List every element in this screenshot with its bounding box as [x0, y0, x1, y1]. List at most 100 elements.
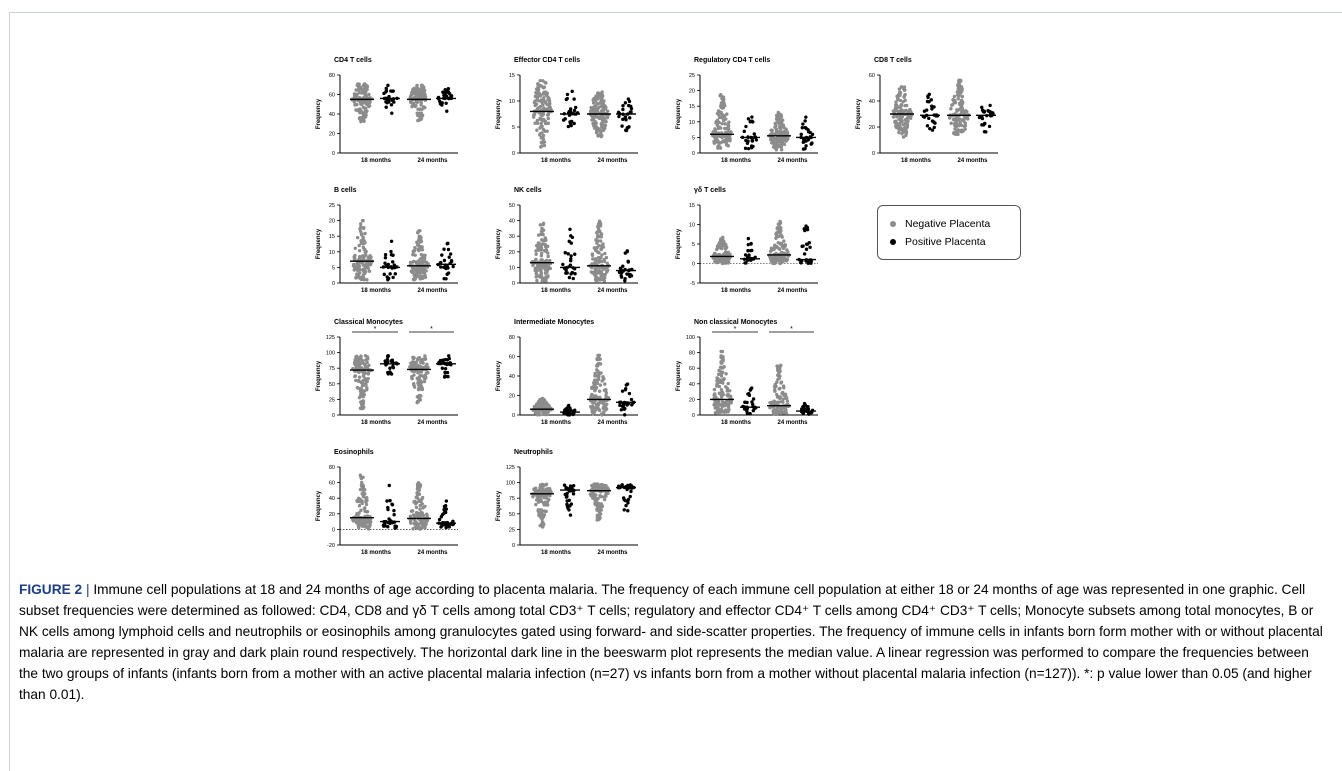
point-negative: [594, 385, 599, 390]
point-negative: [894, 124, 898, 128]
point-negative: [774, 231, 778, 236]
y-tick-label: 100: [506, 481, 515, 487]
point-positive: [803, 403, 808, 407]
y-tick-label: 0: [512, 151, 515, 157]
y-tick-label: 20: [509, 394, 515, 400]
point-negative: [714, 140, 719, 144]
point-negative: [604, 105, 608, 110]
point-negative: [545, 113, 550, 117]
point-negative: [357, 271, 362, 275]
point-negative: [716, 405, 720, 409]
point-negative: [725, 386, 730, 391]
point-negative: [417, 498, 421, 503]
point-negative: [589, 106, 593, 110]
point-positive: [750, 139, 755, 143]
point-negative: [768, 137, 773, 142]
point-negative: [356, 370, 360, 374]
point-positive: [804, 115, 808, 119]
point-negative: [357, 375, 362, 379]
point-negative: [596, 356, 601, 360]
point-positive: [629, 489, 633, 494]
point-positive: [567, 275, 572, 280]
point-negative: [768, 406, 772, 410]
point-negative: [719, 238, 723, 243]
point-negative: [360, 389, 365, 393]
point-positive: [922, 115, 927, 119]
point-negative: [421, 270, 425, 275]
point-negative: [598, 221, 602, 226]
point-negative: [546, 121, 551, 125]
point-negative: [723, 246, 728, 250]
point-negative: [359, 406, 364, 411]
significance-marker: *: [790, 326, 793, 333]
point-negative: [960, 111, 965, 115]
point-negative: [359, 386, 363, 391]
point-negative: [605, 115, 610, 120]
point-negative: [420, 248, 425, 252]
y-tick-label: 0: [512, 543, 515, 549]
y-tick-label: 0: [512, 413, 515, 419]
point-negative: [352, 268, 356, 272]
x-tick-label: 24 months: [957, 158, 988, 164]
point-negative: [545, 102, 549, 107]
point-negative: [590, 253, 595, 258]
point-negative: [533, 121, 537, 125]
point-negative: [597, 269, 601, 273]
point-negative: [412, 278, 417, 282]
point-negative: [599, 486, 604, 490]
y-axis-label: Frequency: [496, 360, 502, 391]
point-negative: [542, 143, 547, 148]
point-negative: [540, 100, 544, 105]
y-tick-label: 25: [329, 203, 335, 209]
point-positive: [745, 409, 749, 414]
point-negative: [716, 109, 721, 113]
point-negative: [771, 411, 776, 416]
point-negative: [603, 382, 607, 386]
point-negative: [720, 112, 725, 117]
point-negative: [599, 256, 603, 260]
y-axis-label: Frequency: [496, 98, 502, 129]
point-negative: [602, 259, 607, 263]
point-negative: [417, 111, 422, 115]
point-positive: [445, 264, 449, 269]
point-negative: [538, 495, 542, 499]
point-negative: [600, 96, 604, 100]
point-negative: [353, 253, 357, 258]
point-negative: [723, 122, 727, 126]
point-positive: [444, 525, 448, 530]
point-positive: [443, 366, 448, 371]
point-positive: [750, 386, 754, 390]
point-positive: [621, 264, 625, 268]
point-positive: [565, 502, 569, 507]
point-negative: [423, 273, 427, 277]
point-negative: [542, 86, 546, 90]
point-negative: [776, 120, 780, 124]
point-negative: [541, 221, 546, 225]
point-positive: [804, 242, 809, 246]
point-negative: [411, 356, 416, 361]
point-negative: [417, 274, 422, 279]
point-negative: [769, 259, 774, 264]
point-positive: [568, 408, 573, 412]
significance-marker: *: [374, 326, 377, 333]
point-negative: [547, 97, 551, 101]
point-negative: [540, 509, 544, 514]
point-negative: [955, 108, 959, 112]
point-positive: [440, 253, 444, 257]
point-negative: [723, 126, 727, 131]
point-negative: [597, 501, 601, 506]
y-tick-label: 5: [692, 135, 695, 141]
point-negative: [538, 133, 542, 137]
point-positive: [626, 126, 630, 130]
point-negative: [537, 241, 541, 245]
point-negative: [894, 103, 898, 107]
point-negative: [775, 408, 779, 412]
point-negative: [772, 259, 776, 264]
point-positive: [623, 413, 627, 417]
y-tick-label: 80: [509, 335, 515, 341]
point-positive: [443, 358, 447, 362]
x-tick-label: 24 months: [417, 288, 448, 294]
point-positive: [442, 276, 446, 281]
y-axis-label: Frequency: [676, 360, 682, 391]
point-negative: [600, 253, 604, 257]
